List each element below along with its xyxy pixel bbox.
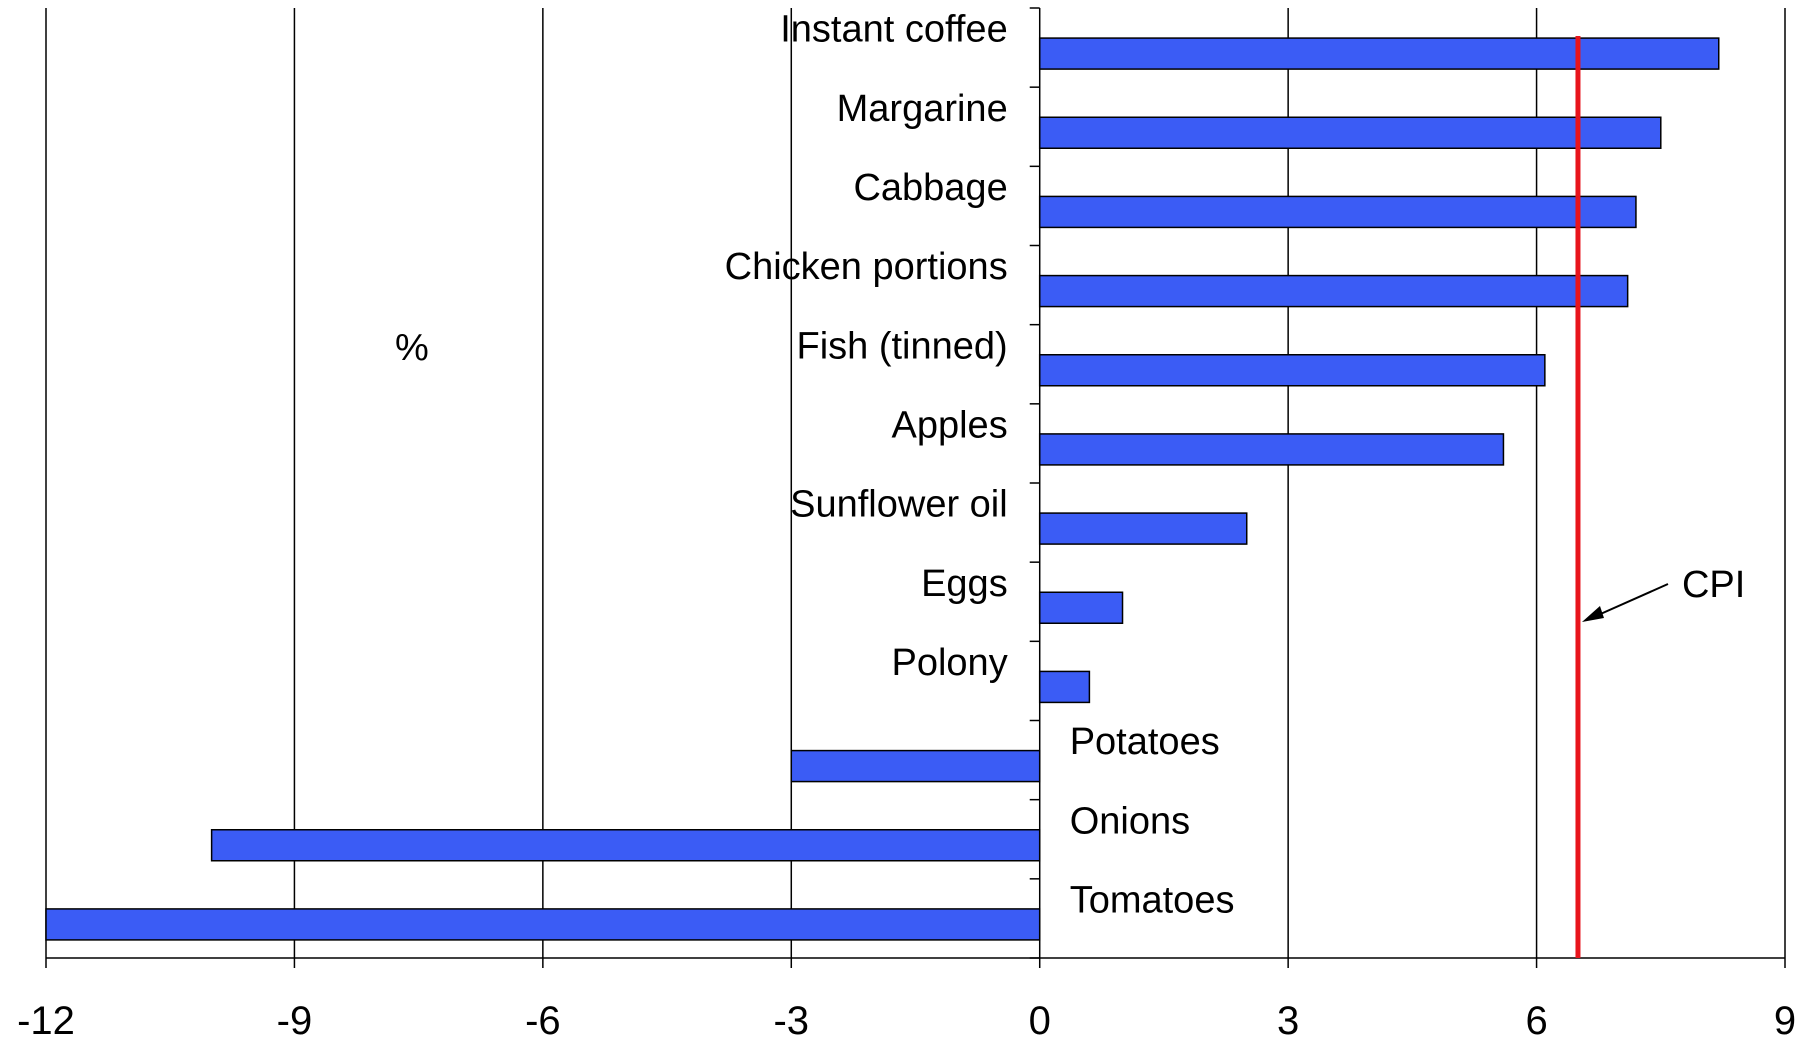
- category-label: Fish (tinned): [797, 325, 1008, 367]
- bars: [45, 37, 1720, 941]
- x-tick-label: 3: [1277, 999, 1299, 1043]
- x-tick-label: 0: [1029, 999, 1051, 1043]
- category-label: Tomatoes: [1070, 879, 1235, 921]
- bar: [1038, 274, 1629, 308]
- category-label: Sunflower oil: [790, 484, 1008, 526]
- bar: [1038, 433, 1505, 466]
- bar: [210, 829, 1041, 862]
- bar: [1038, 116, 1662, 149]
- bar: [1038, 195, 1637, 229]
- cpi-label: CPI: [1682, 564, 1745, 606]
- x-tick-label: -9: [277, 999, 313, 1043]
- x-tick-label: -6: [525, 999, 561, 1043]
- x-tick-label: 9: [1774, 999, 1796, 1043]
- axes: [45, 7, 1786, 968]
- bar: [1038, 354, 1546, 387]
- bar: [790, 749, 1041, 783]
- bar: [45, 908, 1041, 941]
- bar: [1038, 37, 1720, 70]
- bar: [1038, 670, 1091, 704]
- category-label: Apples: [892, 404, 1008, 446]
- x-tick-label: -12: [17, 999, 75, 1043]
- category-label: Instant coffee: [780, 9, 1007, 51]
- unit-label: %: [395, 327, 429, 369]
- cpi-reference: CPI: [1575, 36, 1745, 958]
- category-label: Potatoes: [1070, 721, 1220, 763]
- cpi-arrowhead: [1581, 606, 1604, 622]
- category-label: Eggs: [921, 563, 1008, 605]
- tick-labels: -12 -9 -6 -3 0 3 6 9: [17, 999, 1796, 1043]
- category-labels: Instant coffee Margarine Cabbage Chicken po…: [725, 9, 1235, 922]
- cpi-arrow: [1595, 583, 1669, 617]
- x-tick-label: 6: [1525, 999, 1547, 1043]
- category-label: Cabbage: [853, 167, 1007, 209]
- grid-lines: [45, 8, 1786, 958]
- category-label: Chicken portions: [725, 246, 1008, 288]
- x-tick-label: -3: [773, 999, 809, 1043]
- category-label: Margarine: [837, 88, 1008, 130]
- category-label: Onions: [1070, 800, 1190, 842]
- category-label: Polony: [892, 642, 1008, 684]
- bar: [1038, 512, 1248, 545]
- bar: [1038, 591, 1124, 624]
